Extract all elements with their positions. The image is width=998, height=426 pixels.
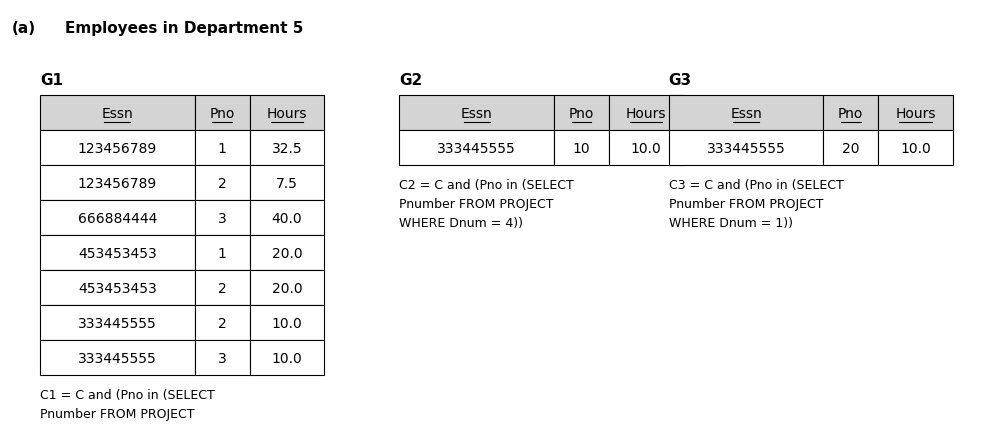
Bar: [250, 340, 324, 375]
Bar: [823, 131, 878, 166]
Bar: [195, 201, 250, 236]
Bar: [40, 201, 195, 236]
Text: 333445555: 333445555: [437, 141, 516, 155]
Text: 453453453: 453453453: [78, 281, 157, 295]
Text: Pno: Pno: [210, 106, 235, 120]
Text: 10: 10: [573, 141, 590, 155]
Bar: [250, 271, 324, 305]
Text: 20: 20: [842, 141, 859, 155]
Text: Essn: Essn: [102, 106, 133, 120]
Text: G1: G1: [40, 72, 63, 87]
Bar: [878, 96, 953, 131]
Text: 2: 2: [218, 281, 227, 295]
Bar: [399, 131, 554, 166]
Bar: [250, 305, 324, 340]
Text: Pno: Pno: [569, 106, 594, 120]
Bar: [195, 340, 250, 375]
Text: Hours: Hours: [895, 106, 936, 120]
Bar: [554, 131, 609, 166]
Bar: [250, 236, 324, 271]
Bar: [40, 166, 195, 201]
Text: C1 = C and (Pno in (SELECT
Pnumber FROM PROJECT
WHERE Dnum = 5)): C1 = C and (Pno in (SELECT Pnumber FROM …: [40, 388, 215, 426]
Bar: [195, 166, 250, 201]
Bar: [40, 271, 195, 305]
Text: 123456789: 123456789: [78, 141, 157, 155]
Text: 7.5: 7.5: [276, 176, 297, 190]
Bar: [195, 96, 250, 131]
Text: Essn: Essn: [461, 106, 492, 120]
Bar: [40, 96, 195, 131]
Text: 10.0: 10.0: [631, 141, 662, 155]
Bar: [195, 131, 250, 166]
Text: 40.0: 40.0: [271, 211, 302, 225]
Text: G2: G2: [399, 72, 422, 87]
Text: 10.0: 10.0: [900, 141, 931, 155]
Text: 333445555: 333445555: [78, 316, 157, 330]
Text: C2 = C and (Pno in (SELECT
Pnumber FROM PROJECT
WHERE Dnum = 4)): C2 = C and (Pno in (SELECT Pnumber FROM …: [399, 178, 574, 229]
Bar: [195, 305, 250, 340]
Text: (a): (a): [12, 21, 36, 36]
Bar: [609, 96, 684, 131]
Text: 3: 3: [218, 211, 227, 225]
Text: 20.0: 20.0: [271, 281, 302, 295]
Text: 1: 1: [218, 141, 227, 155]
Bar: [250, 166, 324, 201]
Text: G3: G3: [669, 72, 692, 87]
Text: 1: 1: [218, 246, 227, 260]
Text: 32.5: 32.5: [271, 141, 302, 155]
Text: Hours: Hours: [266, 106, 307, 120]
Text: C3 = C and (Pno in (SELECT
Pnumber FROM PROJECT
WHERE Dnum = 1)): C3 = C and (Pno in (SELECT Pnumber FROM …: [669, 178, 843, 229]
Bar: [399, 96, 554, 131]
Bar: [554, 96, 609, 131]
Bar: [195, 271, 250, 305]
Text: Hours: Hours: [626, 106, 667, 120]
Bar: [195, 236, 250, 271]
Text: 10.0: 10.0: [271, 351, 302, 365]
Text: 20.0: 20.0: [271, 246, 302, 260]
Text: 333445555: 333445555: [78, 351, 157, 365]
Text: 333445555: 333445555: [707, 141, 785, 155]
Text: 453453453: 453453453: [78, 246, 157, 260]
Text: 2: 2: [218, 176, 227, 190]
Bar: [609, 131, 684, 166]
Bar: [40, 131, 195, 166]
Text: 666884444: 666884444: [78, 211, 157, 225]
Bar: [823, 96, 878, 131]
Bar: [250, 96, 324, 131]
Text: Pno: Pno: [838, 106, 863, 120]
Bar: [669, 96, 823, 131]
Bar: [250, 131, 324, 166]
Text: 10.0: 10.0: [271, 316, 302, 330]
Bar: [878, 131, 953, 166]
Bar: [40, 340, 195, 375]
Text: 3: 3: [218, 351, 227, 365]
Bar: [40, 305, 195, 340]
Bar: [250, 201, 324, 236]
Bar: [669, 131, 823, 166]
Bar: [40, 236, 195, 271]
Text: 2: 2: [218, 316, 227, 330]
Text: Essn: Essn: [731, 106, 761, 120]
Text: 123456789: 123456789: [78, 176, 157, 190]
Text: Employees in Department 5: Employees in Department 5: [65, 21, 303, 36]
